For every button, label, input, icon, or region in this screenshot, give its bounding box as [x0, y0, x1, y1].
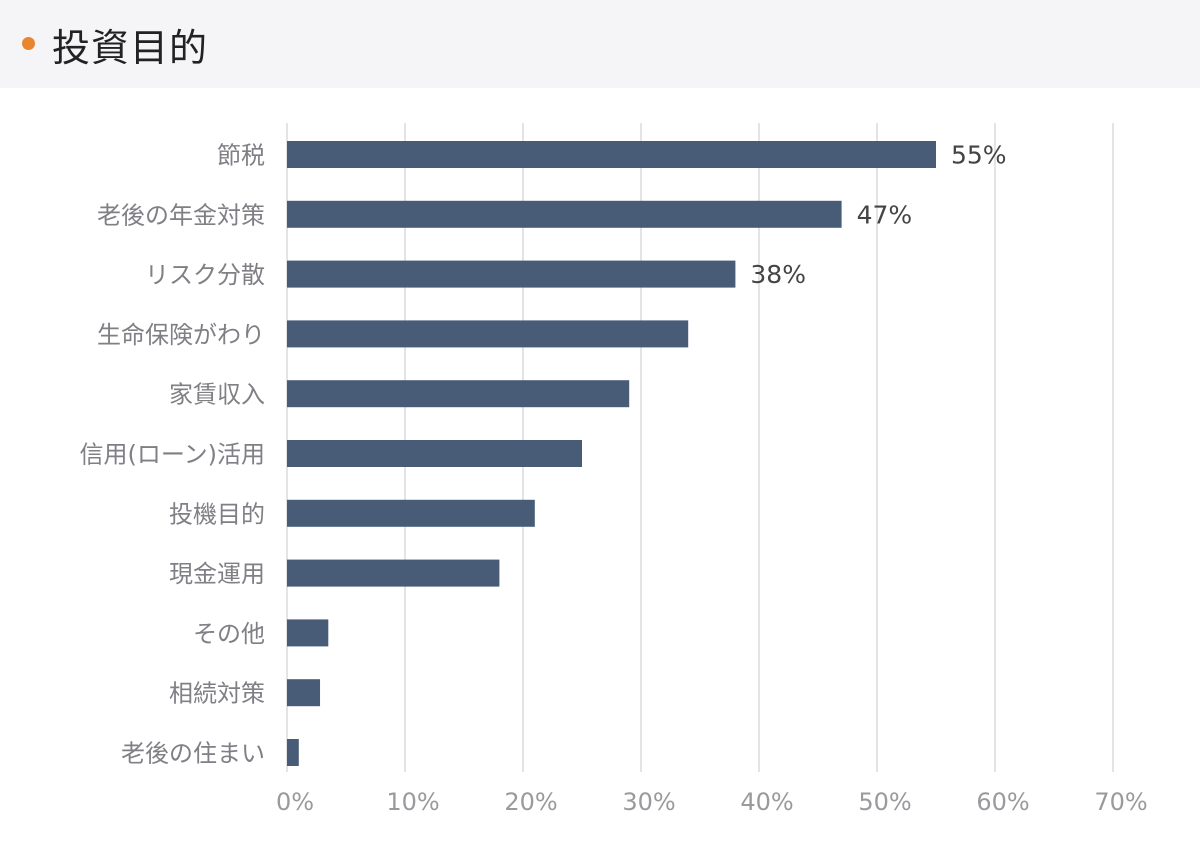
- bar: [287, 559, 500, 587]
- x-tick-label: 0%: [276, 788, 314, 816]
- chart-title: 投資目的: [52, 26, 209, 70]
- data-labels: 55% 47% 38%: [750, 141, 1006, 290]
- data-label: 47%: [857, 200, 913, 229]
- data-label: 38%: [750, 260, 806, 289]
- accent-dot-icon: [22, 37, 35, 50]
- x-tick-label: 40%: [740, 788, 793, 816]
- bar: [287, 440, 582, 467]
- category-label: 相続対策: [169, 680, 265, 708]
- x-tick-label: 60%: [976, 788, 1029, 816]
- category-label: 家賃収入: [169, 381, 265, 409]
- category-labels: 節税老後の年金対策リスク分散生命保険がわり家賃収入信用(ローン)活用投機目的現金…: [79, 142, 265, 768]
- bar: [287, 619, 329, 647]
- category-label: 節税: [217, 142, 265, 170]
- category-label: 老後の年金対策: [97, 201, 265, 229]
- bar: [287, 200, 842, 228]
- category-label: 信用(ローン)活用: [79, 441, 265, 469]
- bar: [287, 380, 630, 408]
- bar: [287, 260, 736, 288]
- bar: [287, 499, 535, 527]
- bar: [287, 679, 321, 707]
- bar: [287, 320, 689, 348]
- data-label: 55%: [951, 141, 1007, 170]
- category-label: 老後の住まい: [121, 740, 265, 768]
- category-label: リスク分散: [145, 261, 265, 289]
- chart-header: 投資目的: [0, 0, 1200, 88]
- bars: [287, 141, 936, 766]
- category-label: 生命保険がわり: [97, 321, 265, 349]
- bar: [287, 739, 299, 766]
- x-tick-label: 50%: [858, 788, 911, 816]
- x-tick-label: 70%: [1094, 788, 1147, 816]
- x-tick-label: 10%: [386, 788, 439, 816]
- x-tick-label: 20%: [504, 788, 557, 816]
- bar-chart: 節税老後の年金対策リスク分散生命保険がわり家賃収入信用(ローン)活用投機目的現金…: [79, 123, 1148, 816]
- category-label: その他: [193, 620, 265, 648]
- category-label: 投機目的: [169, 500, 265, 528]
- category-label: 現金運用: [169, 560, 265, 588]
- x-axis-tick-labels: 0% 10% 20% 30% 40% 50% 60% 70%: [276, 788, 1148, 816]
- bar: [287, 141, 936, 168]
- x-tick-label: 30%: [622, 788, 675, 816]
